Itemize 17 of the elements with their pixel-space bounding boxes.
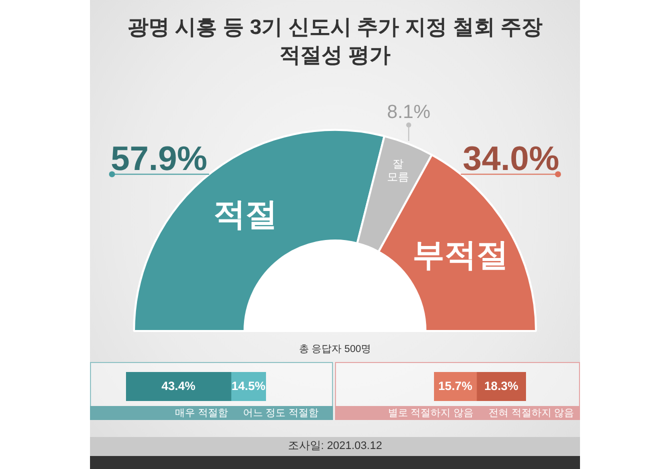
data-label: 57.9% — [110, 140, 208, 178]
slice-label: 잘 모름 — [387, 158, 410, 184]
series-label: 매우 적절함 — [175, 408, 228, 419]
data-label: 18.3% — [484, 378, 519, 393]
slice-label: 부적절 — [412, 236, 508, 273]
series-label: 전혀 적절하지 않음 — [488, 408, 574, 419]
data-label: 14.5% — [231, 378, 266, 393]
data-label: 43.4% — [161, 378, 196, 393]
data-label: 15.7% — [438, 378, 473, 393]
series-label: 어느 정도 적절함 — [242, 408, 318, 419]
data-label: 8.1% — [387, 102, 430, 123]
text: 총 응답자 500명 — [298, 344, 372, 356]
data-label: 34.0% — [462, 140, 560, 178]
slice-label: 적절 — [214, 196, 278, 232]
series-label: 별로 적절하지 않음 — [388, 408, 474, 419]
chart-title: 광명 시흥 등 3기 신도시 추가 지정 철회 주장 적절성 평가 — [126, 15, 544, 69]
text: 조사일: 2021.03.12 — [90, 437, 580, 456]
